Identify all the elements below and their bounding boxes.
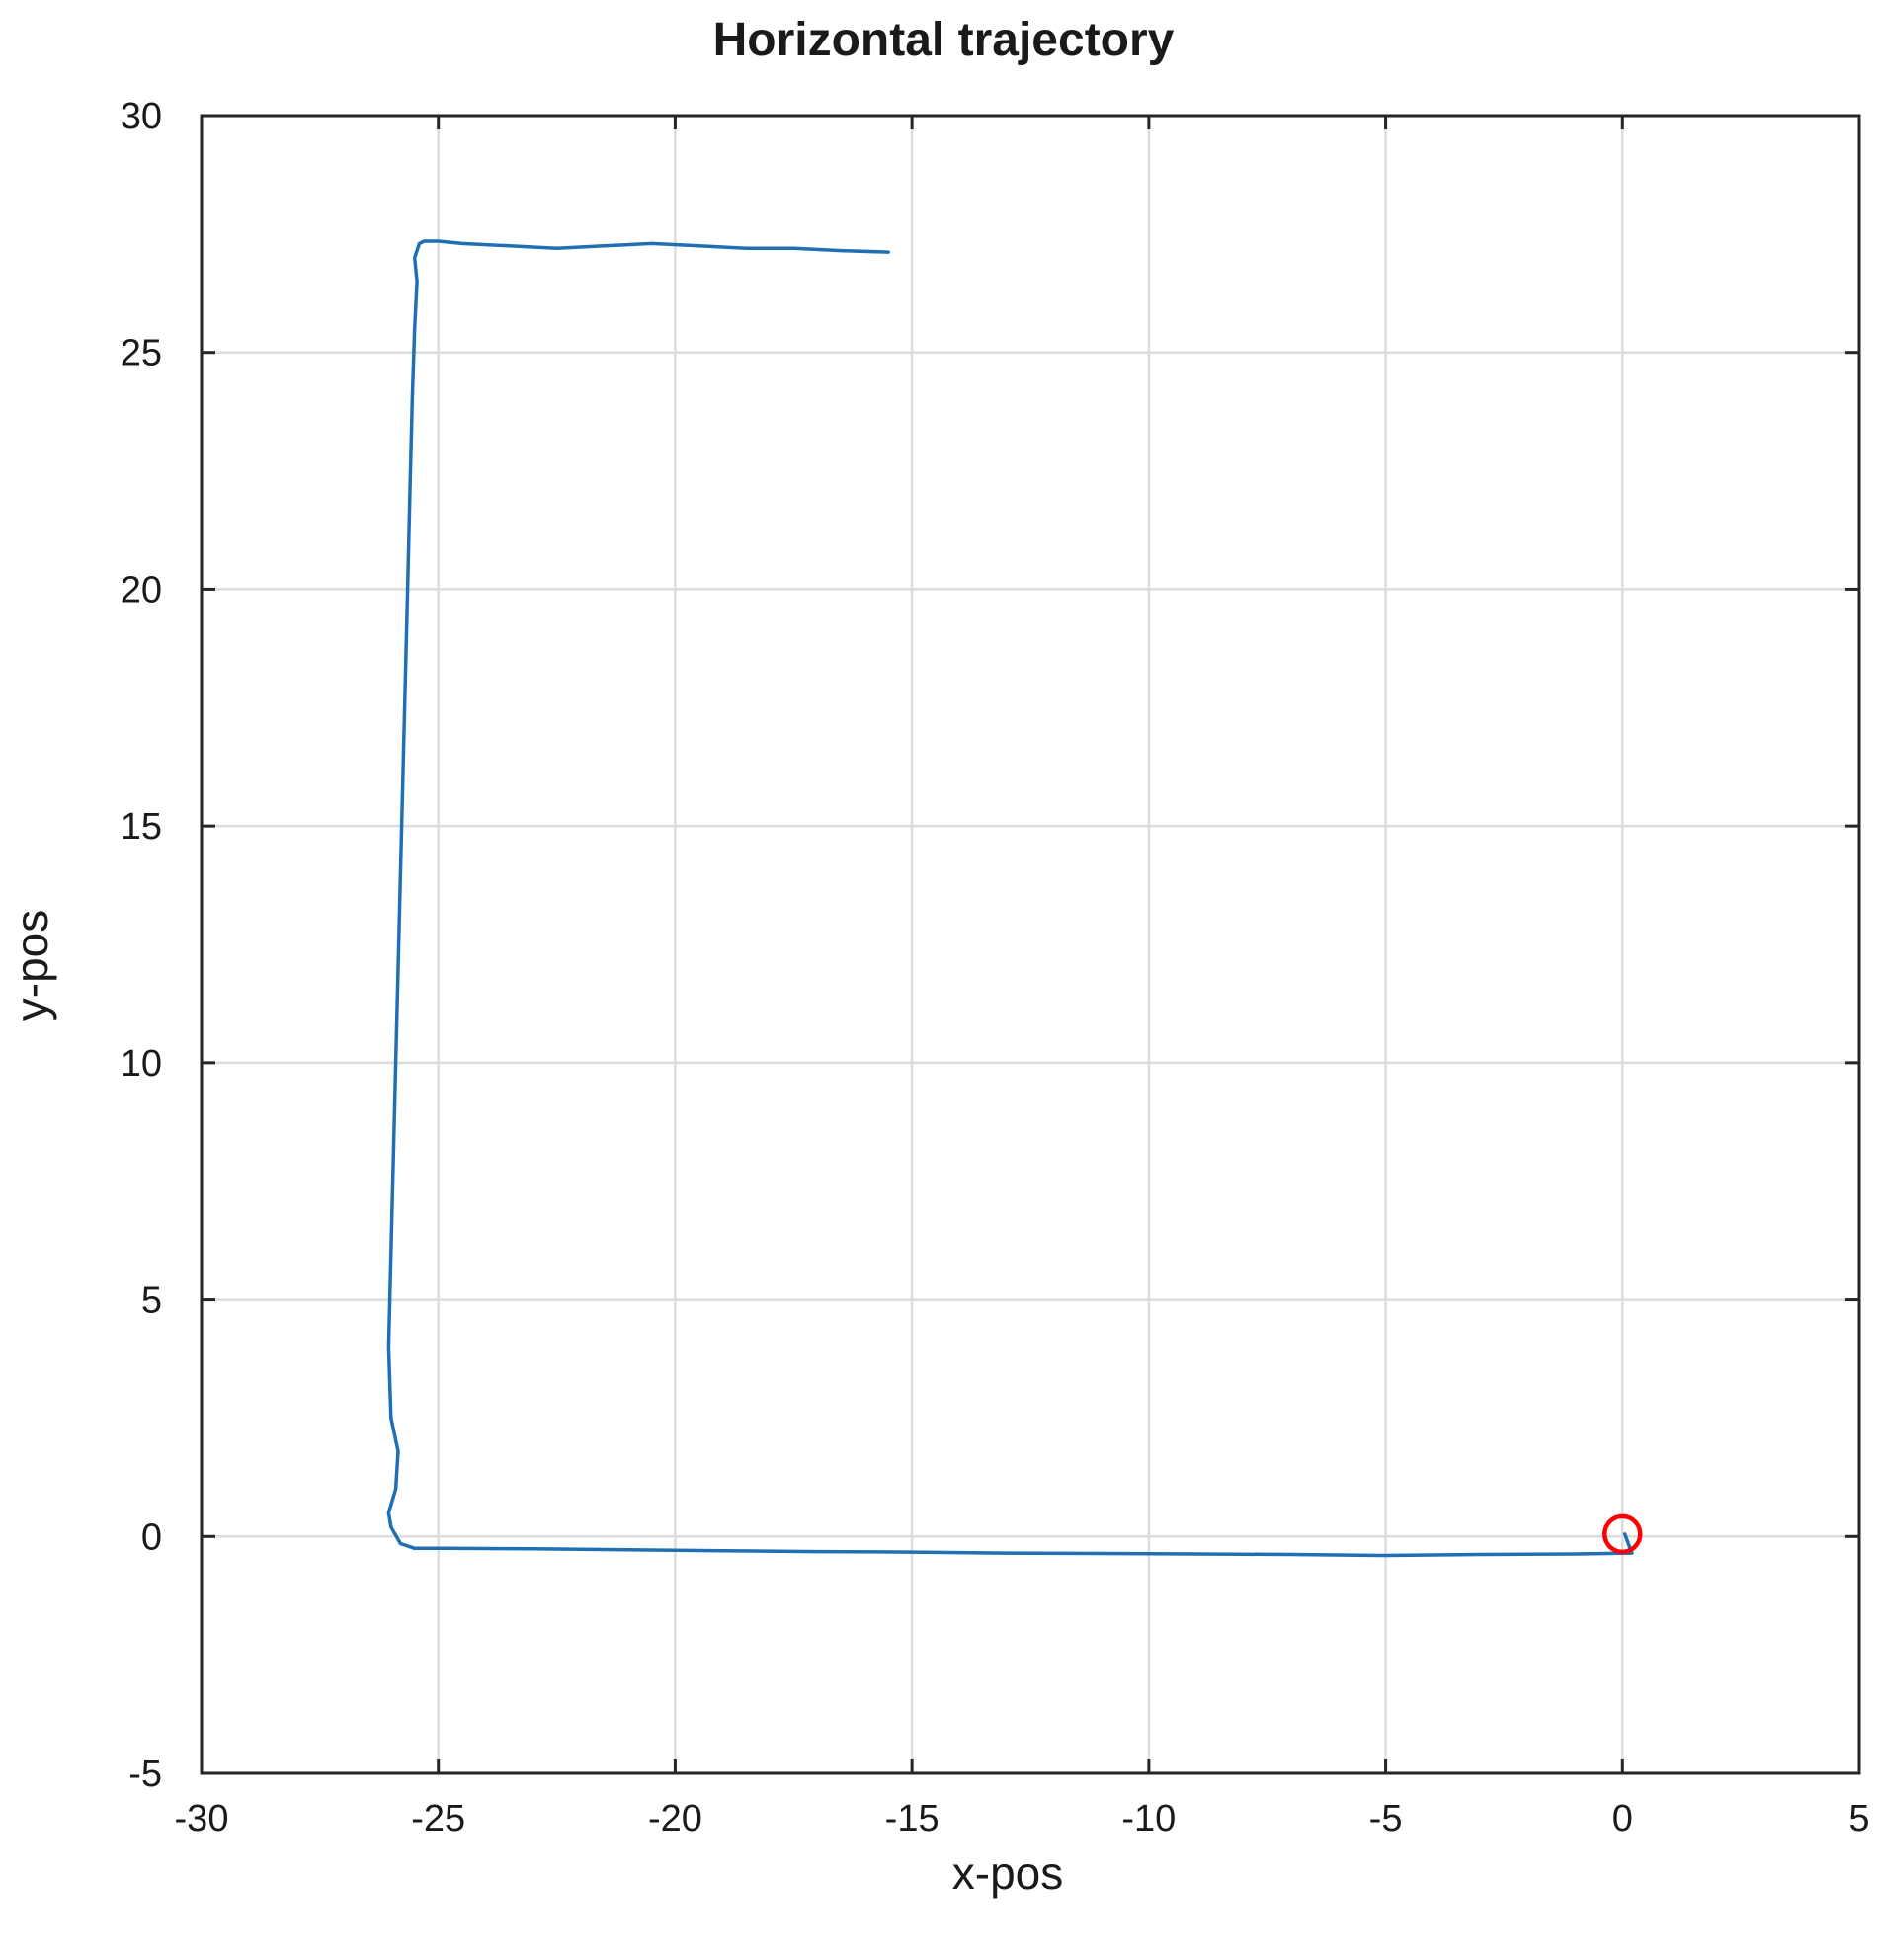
x-tick-label: -15 [885,1798,940,1839]
chart-title: Horizontal trajectory [713,14,1175,66]
y-axis-label: y-pos [6,910,57,1021]
x-tick-label: -30 [175,1798,229,1839]
trajectory-line [386,239,1634,1558]
x-tick-label: -25 [411,1798,465,1839]
x-tick-label: -20 [648,1798,702,1839]
x-axis-label: x-pos [952,1847,1063,1899]
y-tick-label: 15 [121,806,162,848]
x-tick-label: 0 [1612,1798,1633,1839]
grid [200,114,1861,1775]
start-marker [1602,1513,1643,1555]
y-tick-label: 10 [121,1043,162,1085]
y-tick-label: 5 [141,1280,162,1322]
x-tick-label: -10 [1121,1798,1176,1839]
y-tick-label: 20 [121,569,162,611]
y-tick-label: 30 [121,96,162,137]
ticks: -30 -25 -20 -15 -10 -5 0 5 -5 0 5 10 15 20 25 30 [121,96,1870,1839]
plot-area [386,239,1643,1558]
axes-box [200,114,1861,1775]
x-tick-label: 5 [1848,1798,1869,1839]
x-tick-label: -5 [1369,1798,1403,1839]
y-tick-label: -5 [128,1754,162,1795]
y-tick-label: 25 [121,333,162,374]
y-tick-label: 0 [141,1516,162,1558]
